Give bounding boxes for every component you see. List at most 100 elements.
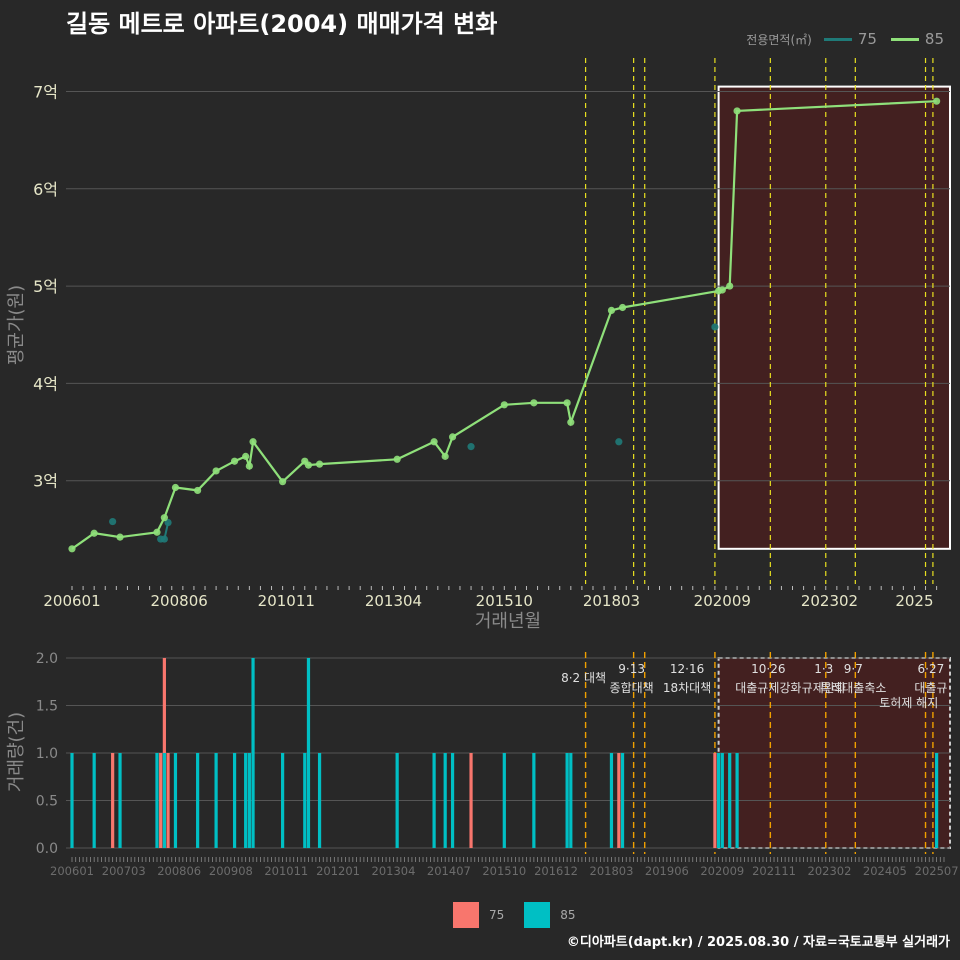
y-tick-label-bottom: 0.0 (36, 841, 58, 857)
policy-annotation-date: 6·27 (918, 662, 945, 676)
bar-75 (617, 753, 621, 848)
legend-swatch-85 (524, 902, 551, 928)
policy-annotation-label: 18차대책 (663, 680, 711, 695)
source-footer: ©디아파트(dapt.kr) / 2025.08.30 / 자료=국토교통부 실… (566, 935, 950, 950)
area-legend: 전용면적(㎡) 75 85 (746, 30, 952, 48)
bar-85 (118, 753, 122, 848)
data-point-75 (711, 323, 719, 331)
data-point-85 (393, 455, 401, 463)
bar-85 (303, 753, 307, 848)
bar-85 (244, 753, 248, 848)
bar-85 (70, 753, 74, 848)
data-point-85 (242, 452, 250, 460)
bar-85 (281, 753, 285, 848)
x-tick-label: 202302 (801, 592, 858, 610)
x-tick-label-bottom: 201906 (645, 864, 689, 878)
data-point-85 (153, 528, 161, 536)
policy-annotation-label: 대출규제강화 (735, 681, 801, 695)
x-tick-label-bottom: 202507 (915, 864, 959, 878)
data-point-75 (615, 438, 623, 446)
x-tick-label: 201510 (476, 592, 533, 610)
policy-annotation-date: 9·13 (618, 662, 645, 676)
x-tick-label-bottom: 200601 (50, 864, 94, 878)
x-tick-label-bottom: 200908 (209, 864, 253, 878)
bar-85 (717, 753, 721, 848)
x-tick-label-bottom: 201011 (264, 864, 308, 878)
x-tick-label: 202009 (694, 592, 751, 610)
x-tick-label-bottom: 201803 (590, 864, 634, 878)
data-point-85 (618, 303, 627, 312)
legend-title: 전용면적(㎡) (746, 32, 812, 47)
x-tick-label-bottom: 201612 (534, 864, 578, 878)
legend-bar-label-85: 85 (560, 908, 576, 922)
bar-85 (609, 753, 614, 848)
y-tick-label: 4억 (33, 374, 58, 393)
legend-label-85: 85 (924, 30, 944, 48)
data-point-85 (230, 457, 239, 465)
legend-label-75: 75 (857, 30, 877, 48)
data-point-85 (116, 533, 124, 541)
bar-85 (432, 753, 436, 848)
data-point-85 (212, 467, 220, 475)
policy-annotation-label: 특례대출축소 (820, 681, 886, 695)
x-tick-label-bottom: 201510 (482, 864, 526, 878)
y-axis-title: 평균가(원) (6, 285, 27, 365)
data-point-75 (467, 443, 475, 451)
bar-75 (713, 753, 717, 848)
policy-annotation-label: 규제완화 (802, 681, 846, 695)
bar-85 (196, 753, 200, 848)
y-tick-label-bottom: 1.5 (36, 699, 58, 715)
bar-85 (162, 753, 166, 848)
data-point-85 (171, 483, 180, 492)
data-point-85 (441, 452, 449, 460)
data-point-75 (109, 517, 117, 526)
data-point-85 (733, 107, 741, 115)
bar-85 (532, 753, 536, 848)
bar-85 (935, 753, 939, 848)
x-tick-label-bottom: 202405 (863, 864, 907, 878)
y-tick-label: 3억 (33, 472, 58, 491)
data-point-85 (304, 461, 313, 469)
legend-line-85 (890, 37, 919, 41)
x-tick-label-bottom: 202302 (808, 864, 852, 878)
bar-85 (317, 753, 322, 848)
data-point-85 (500, 401, 508, 409)
bar-legend: 75 85 (453, 902, 576, 928)
data-point-85 (563, 399, 571, 407)
policy-annotation-date: 1·3 (814, 662, 833, 676)
x-axis-title: 거래년월 (475, 611, 541, 632)
x-tick-label-bottom: 201407 (427, 864, 471, 878)
data-point-85 (194, 486, 202, 495)
bar-75 (159, 753, 163, 848)
bar-75 (469, 753, 473, 848)
data-point-85 (68, 545, 76, 553)
legend-bar-label-75: 75 (489, 908, 505, 922)
policy-annotation: 토허제 해지 (879, 696, 938, 710)
x-tick-label: 2025 (895, 592, 933, 610)
data-point-85 (279, 478, 287, 486)
bar-85 (735, 753, 739, 848)
data-point-85 (249, 438, 257, 446)
policy-annotation-label: 종합대책 (610, 680, 654, 695)
bar-85 (395, 753, 399, 848)
policy-annotation: 8·2 대책 (561, 670, 606, 685)
chart-title: 길동 메트로 아파트(2004) 매매가격 변화 (66, 10, 498, 38)
bar-85 (173, 753, 178, 848)
x-tick-label: 201304 (365, 592, 422, 610)
policy-annotation-date: 12·16 (670, 662, 704, 676)
x-tick-label: 201011 (258, 592, 315, 610)
x-tick-label-bottom: 200806 (157, 864, 201, 878)
bar-85 (569, 753, 573, 848)
bar-85 (306, 658, 311, 848)
bar-75 (111, 753, 115, 848)
x-tick-label: 200601 (43, 592, 100, 610)
data-point-85 (160, 514, 168, 522)
x-tick-label-bottom: 201201 (316, 864, 360, 878)
bar-85 (720, 753, 724, 848)
data-point-85 (245, 462, 253, 470)
y-tick-label: 6억 (33, 180, 58, 199)
bar-85 (155, 753, 159, 848)
data-point-85 (430, 438, 438, 446)
bar-85 (443, 753, 447, 848)
